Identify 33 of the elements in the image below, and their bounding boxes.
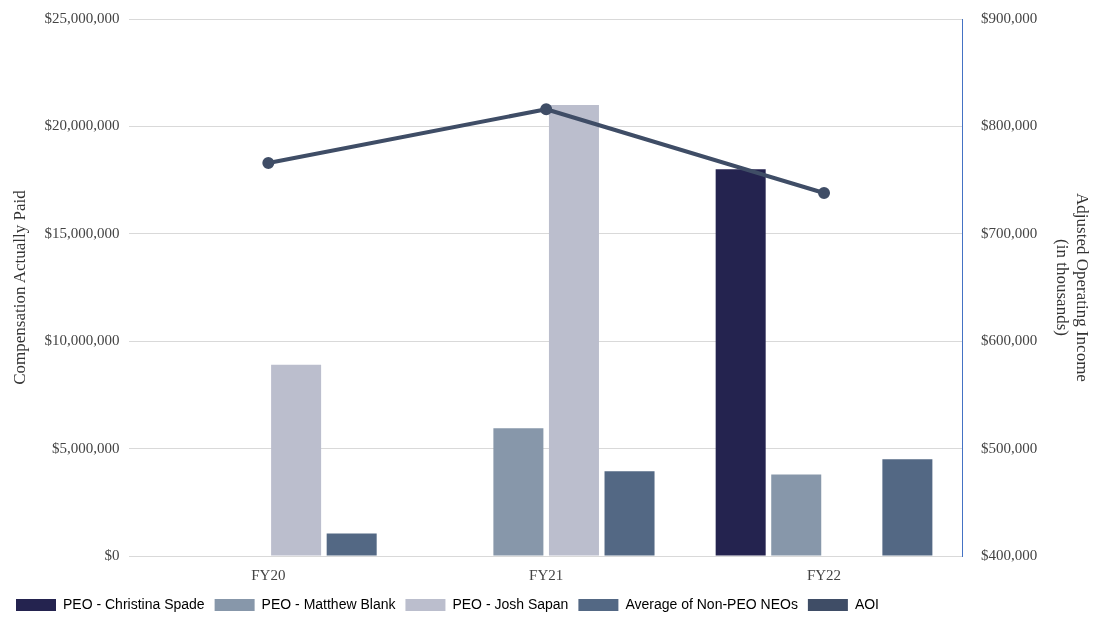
bar xyxy=(548,104,599,556)
y2-tick-label: $800,000 xyxy=(980,117,1038,134)
y2-tick-label: $500,000 xyxy=(980,439,1038,456)
bar xyxy=(715,169,766,556)
legend-label: PEO - Josh Sapan xyxy=(452,595,569,612)
x-tick-label: FY22 xyxy=(806,566,842,583)
x-tick-label: FY20 xyxy=(251,566,286,583)
bar xyxy=(604,471,655,556)
bar xyxy=(271,364,322,556)
legend-label: AOI xyxy=(854,595,880,612)
point xyxy=(818,186,831,199)
legend-label: Average of Non-PEO NEOs xyxy=(625,595,798,612)
y-tick-label: $10,000,000 xyxy=(44,332,120,349)
y-tick-label: $20,000,000 xyxy=(44,117,120,134)
y-tick-label: $0 xyxy=(104,546,120,563)
bar xyxy=(326,533,377,556)
y2-axis-title: Adjusted Operating Income (in thousands) xyxy=(1052,193,1093,382)
bar xyxy=(771,474,822,556)
x-tick-label: FY21 xyxy=(529,566,564,583)
legend-label: PEO - Matthew Blank xyxy=(261,595,397,612)
y2-tick-label: $900,000 xyxy=(980,9,1038,26)
bar xyxy=(493,428,544,556)
y-tick-label: $5,000,000 xyxy=(51,439,120,456)
legend-label: PEO - Christina Spade xyxy=(63,595,205,612)
point xyxy=(262,156,275,169)
y2-tick-label: $400,000 xyxy=(980,546,1038,563)
y-tick-label: $25,000,000 xyxy=(44,9,120,26)
y2-tick-label: $700,000 xyxy=(980,224,1038,241)
y2-tick-label: $600,000 xyxy=(980,332,1038,349)
y-tick-label: $15,000,000 xyxy=(44,224,120,241)
bar xyxy=(882,459,933,556)
y-axis-title: Compensation Actually Paid xyxy=(9,189,29,385)
point xyxy=(540,103,553,116)
